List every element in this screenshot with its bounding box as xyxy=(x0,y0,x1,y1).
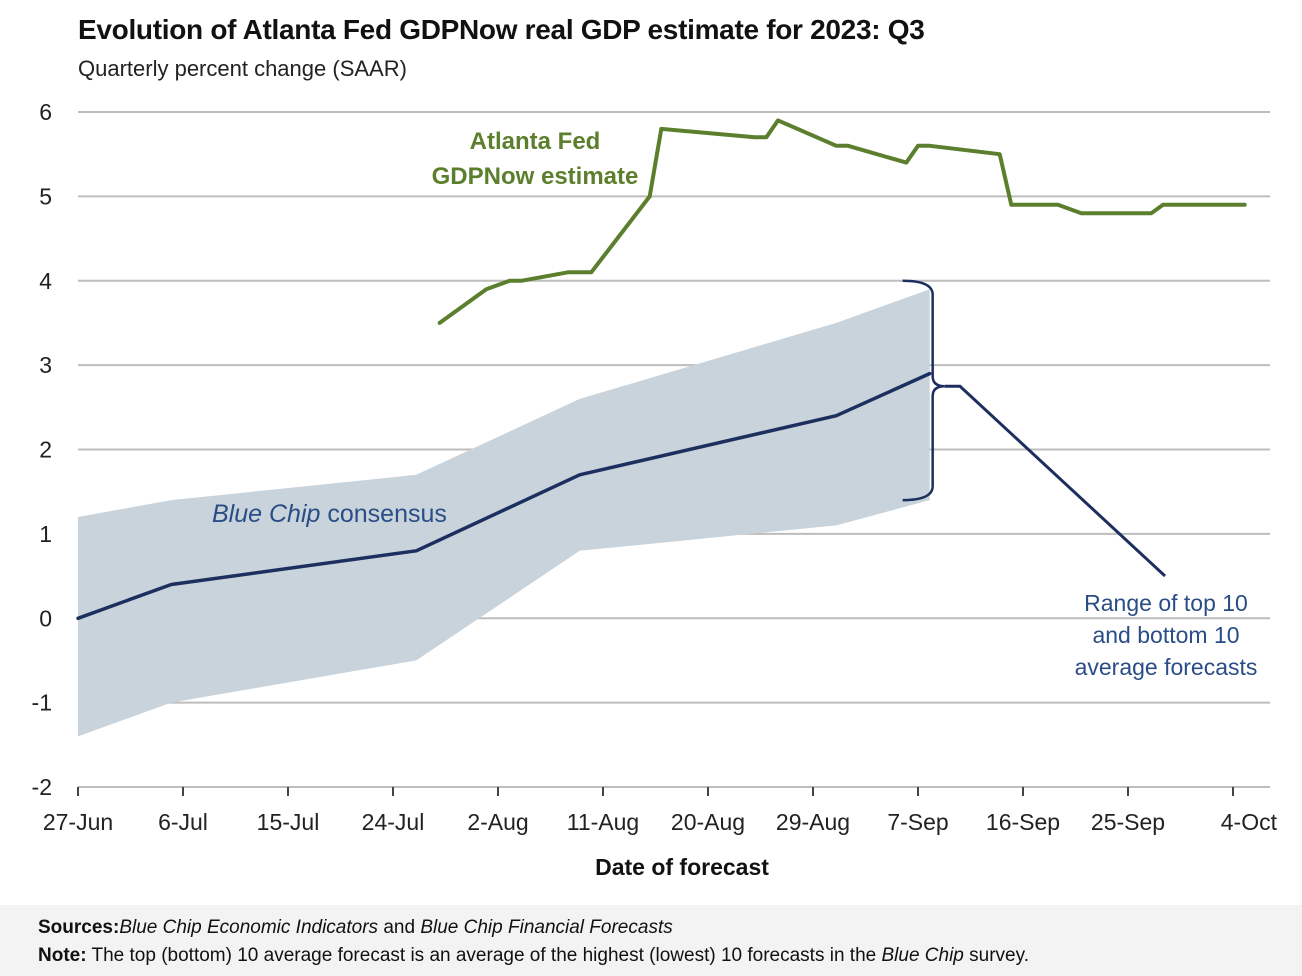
bluechip-label-rest: consensus xyxy=(320,500,446,528)
note-label: Note: xyxy=(38,945,87,966)
gdpnow-label: GDPNow estimate xyxy=(432,163,639,190)
gdpnow-chart: Atlanta Fed GDPNow estimate Blue Chip cons… xyxy=(32,99,1278,880)
bluechip-label-italic: Blue Chip xyxy=(212,500,320,528)
forecast-range-band-layer xyxy=(78,289,930,737)
x-tick-label: 25-Sep xyxy=(1091,809,1165,835)
bluechip-label: Blue Chip consensus xyxy=(212,500,447,528)
y-tick-label: 5 xyxy=(39,183,52,209)
y-tick-label: -2 xyxy=(32,774,52,800)
x-tick-label: 16-Sep xyxy=(986,809,1060,835)
footer-sources: Sources:Blue Chip Economic Indicators an… xyxy=(38,917,673,939)
sources-part1: Blue Chip Economic Indicators xyxy=(119,917,379,938)
y-tick-label: 3 xyxy=(39,352,52,378)
gdpnow-series-line xyxy=(437,118,1247,325)
footer-note: Note: The top (bottom) 10 average foreca… xyxy=(38,945,1029,967)
y-tick-label: -1 xyxy=(32,690,52,716)
gdpnow-label: Atlanta Fed xyxy=(470,128,601,155)
axes: 6 5 4 3 2 1 0 -1 -2 27-Jun 6-Jul 15-Jul 24-Jul 2-Aug 1… xyxy=(32,99,1278,880)
x-tick-label: 7-Sep xyxy=(887,809,948,835)
x-tick-label: 15-Jul xyxy=(257,809,320,835)
chart-title: Evolution of Atlanta Fed GDPNow real GDP… xyxy=(78,14,925,45)
note-italic: Blue Chip xyxy=(881,945,964,966)
x-tick-label: 24-Jul xyxy=(362,809,425,835)
x-tick-label: 11-Aug xyxy=(567,809,639,835)
range-label: average forecasts xyxy=(1075,654,1258,680)
chart-subtitle: Quarterly percent change (SAAR) xyxy=(78,56,407,81)
x-tick-label: 27-Jun xyxy=(43,809,113,835)
bluechip-series-line xyxy=(76,371,932,621)
x-axis-title: Date of forecast xyxy=(595,854,769,880)
y-tick-label: 4 xyxy=(39,268,52,294)
sources-part2: Blue Chip Financial Forecasts xyxy=(420,917,673,938)
sources-and: and xyxy=(378,917,421,938)
range-leader-line xyxy=(944,384,1167,578)
y-tick-label: 6 xyxy=(39,99,52,125)
x-tick-label: 2-Aug xyxy=(467,809,528,835)
note-text: The top (bottom) 10 average forecast is … xyxy=(86,945,882,966)
x-tick-label: 4-Oct xyxy=(1221,809,1278,835)
y-tick-label: 1 xyxy=(39,521,52,547)
range-label: Range of top 10 xyxy=(1084,590,1248,616)
range-label: and bottom 10 xyxy=(1092,622,1239,648)
y-tick-label: 0 xyxy=(39,605,52,631)
forecast-range-band xyxy=(78,289,930,737)
sources-label: Sources: xyxy=(38,917,120,938)
series-lines xyxy=(76,118,1247,621)
note-end: survey. xyxy=(963,945,1029,966)
annotations: Atlanta Fed GDPNow estimate Blue Chip cons… xyxy=(212,128,1257,680)
footer: Sources:Blue Chip Economic Indicators an… xyxy=(0,905,1302,976)
x-tick-label: 20-Aug xyxy=(671,809,745,835)
y-tick-label: 2 xyxy=(39,437,52,463)
x-tick-label: 6-Jul xyxy=(158,809,208,835)
x-tick-label: 29-Aug xyxy=(776,809,850,835)
